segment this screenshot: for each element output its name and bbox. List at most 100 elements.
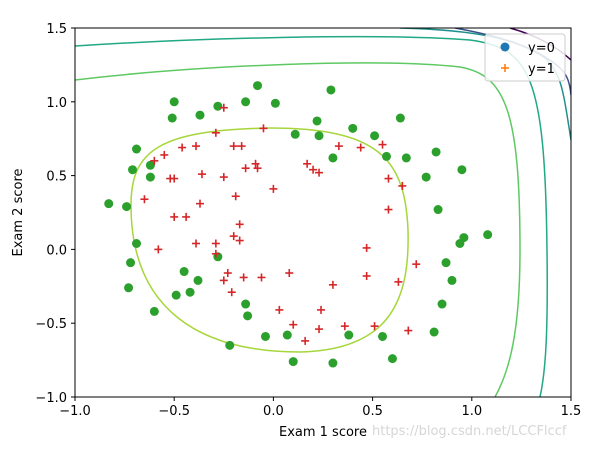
point-y1 xyxy=(229,232,238,241)
point-y1 xyxy=(192,142,201,151)
point-y0 xyxy=(344,330,354,340)
point-y0 xyxy=(348,123,358,133)
point-y0 xyxy=(122,202,132,212)
point-y1 xyxy=(289,320,298,329)
point-y1 xyxy=(197,170,206,179)
point-y1 xyxy=(384,174,393,183)
point-y0 xyxy=(169,97,179,107)
point-y1 xyxy=(315,325,324,334)
x-tick-label: 0.0 xyxy=(263,404,284,419)
point-y0 xyxy=(395,113,405,123)
contour-line-inner xyxy=(130,127,409,353)
plot-frame xyxy=(74,27,572,398)
x-tick-label: 0.5 xyxy=(362,404,383,419)
point-y1 xyxy=(170,212,179,221)
point-y1 xyxy=(182,212,191,221)
point-y1 xyxy=(362,271,371,280)
y-tick-label: 1.0 xyxy=(46,96,67,111)
point-y1 xyxy=(362,243,371,252)
point-y1 xyxy=(160,150,169,159)
point-y0 xyxy=(243,311,253,321)
point-y0 xyxy=(104,199,114,209)
y-tick-label: 0.5 xyxy=(46,170,67,185)
point-y0 xyxy=(378,331,388,341)
point-y0 xyxy=(132,238,142,248)
point-y1 xyxy=(253,164,262,173)
points-layer xyxy=(104,81,493,368)
point-y0 xyxy=(145,172,155,182)
point-y1 xyxy=(211,128,220,137)
point-y0 xyxy=(401,153,411,163)
point-y1 xyxy=(315,168,324,177)
x-tick-label: −0.5 xyxy=(158,404,190,419)
point-y1 xyxy=(398,181,407,190)
point-y1 xyxy=(237,142,246,151)
point-y1 xyxy=(317,305,326,314)
point-y1 xyxy=(140,195,149,204)
point-y0 xyxy=(288,357,298,367)
point-y1 xyxy=(239,273,248,282)
point-y0 xyxy=(126,258,136,268)
point-y0 xyxy=(328,358,338,368)
point-y1 xyxy=(229,142,238,151)
point-y1 xyxy=(378,140,387,149)
point-y1 xyxy=(356,143,365,152)
point-y0 xyxy=(270,98,280,108)
point-y1 xyxy=(275,305,284,314)
y-axis-label: Exam 2 score xyxy=(11,168,26,256)
legend-marker-y0 xyxy=(500,42,510,52)
point-y0 xyxy=(326,85,336,95)
point-y0 xyxy=(185,287,195,297)
point-y0 xyxy=(193,275,203,285)
point-y1 xyxy=(178,143,187,152)
x-tick-label: 1.5 xyxy=(561,404,582,419)
point-y1 xyxy=(154,245,163,254)
point-y1 xyxy=(219,276,228,285)
point-y0 xyxy=(328,153,338,163)
y-tick-label: −0.5 xyxy=(35,317,67,332)
point-y0 xyxy=(457,165,467,175)
x-axis: −1.0 −0.5 0.0 0.5 1.0 1.5 xyxy=(59,397,581,419)
watermark: https://blog.csdn.net/LCCFlccf xyxy=(372,424,567,439)
point-y1 xyxy=(211,239,220,248)
point-y1 xyxy=(370,322,379,331)
legend-label: y=0 xyxy=(528,41,555,56)
contour-layer xyxy=(75,28,571,397)
point-y1 xyxy=(235,220,244,229)
point-y0 xyxy=(145,160,155,170)
point-y1 xyxy=(227,288,236,297)
point-y1 xyxy=(223,269,232,278)
point-y0 xyxy=(437,299,447,309)
point-y1 xyxy=(235,236,244,245)
legend: y=0y=1 xyxy=(484,33,566,82)
point-y1 xyxy=(404,326,413,335)
y-axis: −1.0 −0.5 0.0 0.5 1.0 1.5 xyxy=(35,22,75,406)
legend-marker-y1 xyxy=(501,64,509,72)
point-y0 xyxy=(149,306,159,316)
point-y1 xyxy=(384,205,393,214)
point-y0 xyxy=(381,151,391,161)
point-y1 xyxy=(150,156,159,165)
point-y1 xyxy=(195,199,204,208)
point-y0 xyxy=(387,354,397,364)
point-y1 xyxy=(231,192,240,201)
x-axis-label: Exam 1 score xyxy=(279,425,367,440)
point-y1 xyxy=(211,249,220,258)
y-tick-label: 0.0 xyxy=(46,243,67,258)
point-y1 xyxy=(219,173,228,182)
point-y0 xyxy=(241,299,251,309)
contour-line-mid-1 xyxy=(75,62,521,397)
point-y1 xyxy=(241,164,250,173)
point-y1 xyxy=(257,273,266,282)
point-y0 xyxy=(128,165,138,175)
point-y0 xyxy=(260,331,270,341)
point-y0 xyxy=(312,116,322,126)
point-y0 xyxy=(370,131,380,141)
point-y0 xyxy=(282,330,292,340)
point-y1 xyxy=(309,165,318,174)
x-tick-label: −1.0 xyxy=(59,404,91,419)
x-tick-label: 1.0 xyxy=(461,404,482,419)
point-y0 xyxy=(455,238,465,248)
point-y0 xyxy=(225,340,235,350)
